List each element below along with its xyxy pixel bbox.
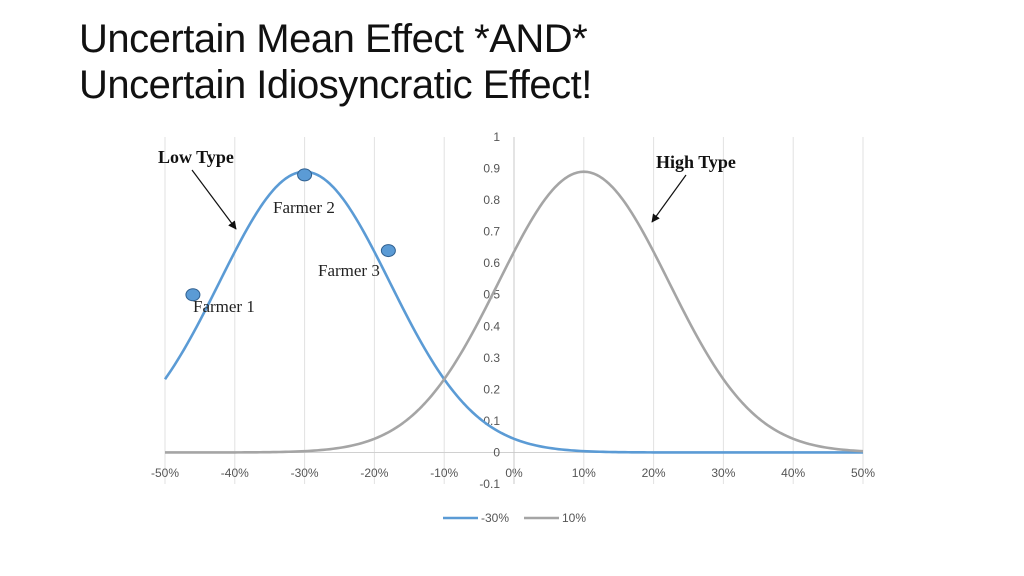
legend-label: -30% (481, 511, 509, 525)
farmer-label-1: Farmer 1 (193, 297, 255, 316)
y-tick-label: 0.8 (483, 193, 500, 207)
y-tick-label: 0.1 (483, 414, 500, 428)
x-tick-label: 20% (642, 466, 666, 480)
y-tick-label: -0.1 (479, 477, 500, 491)
legend-label: 10% (562, 511, 586, 525)
x-tick-label: -20% (360, 466, 388, 480)
x-tick-label: -40% (221, 466, 249, 480)
series-line-low-type (163, 170, 863, 454)
slide-title: Uncertain Mean Effect *AND* Uncertain Id… (79, 16, 592, 108)
low-type-label: Low Type (158, 147, 234, 167)
y-tick-label: 0.9 (483, 162, 500, 176)
farmer-marker-3 (380, 244, 396, 258)
y-tick-label: 0.6 (483, 256, 500, 270)
x-tick-label: 10% (572, 466, 596, 480)
y-tick-label: 0.2 (483, 382, 500, 396)
x-tick-label: 50% (851, 466, 875, 480)
y-tick-label: 0.7 (483, 225, 500, 239)
y-tick-label: 1 (493, 130, 500, 144)
high-type-label: High Type (656, 152, 736, 172)
y-tick-label: 0.3 (483, 351, 500, 365)
x-tick-label: -10% (430, 466, 458, 480)
x-tick-label: -50% (151, 466, 179, 480)
x-tick-label: 30% (711, 466, 735, 480)
x-tick-label: -30% (291, 466, 319, 480)
slide-title-line-2: Uncertain Idiosyncratic Effect! (79, 63, 592, 107)
farmer-marker-2 (297, 168, 313, 182)
slide-title-line-1: Uncertain Mean Effect *AND* (79, 17, 588, 61)
x-tick-label: 40% (781, 466, 805, 480)
series-lines (163, 170, 864, 454)
low-type-arrow (191, 169, 237, 230)
farmer-label-3: Farmer 3 (318, 261, 380, 280)
annotations: Farmer 1 Farmer 2 Farmer 3 Low Type High Typ… (158, 147, 736, 316)
series-line-high-type (165, 170, 864, 454)
y-tick-label: 0 (493, 445, 500, 459)
farmer-marker-1 (185, 288, 201, 302)
y-tick-label: 0.4 (483, 319, 500, 333)
high-type-arrow (651, 174, 687, 223)
axes: -50% -40% -30% -20% -10% 0% 10% 20% 30% 40% 50%10.… (151, 130, 875, 491)
legend: -30% 10% (443, 511, 586, 525)
farmer-label-2: Farmer 2 (273, 198, 335, 217)
farmer-markers (185, 168, 396, 302)
